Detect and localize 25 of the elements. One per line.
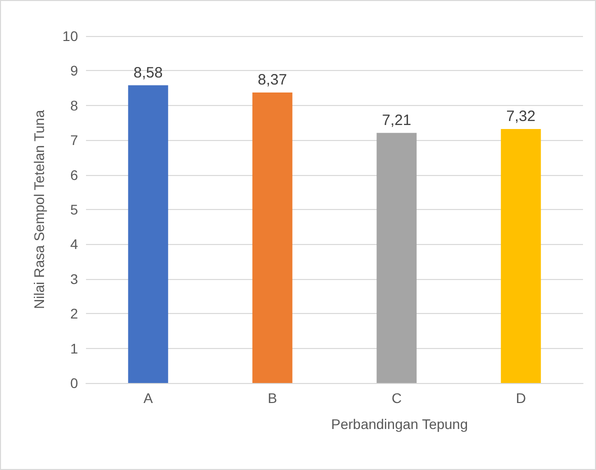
y-tick-label: 0 (70, 375, 78, 391)
y-tick-label: 6 (70, 166, 78, 183)
y-axis-title: Nilai Rasa Sempol Tetelan Tuna (31, 110, 47, 309)
y-tick-label: 5 (70, 202, 78, 218)
y-tick-label: 7 (70, 132, 78, 148)
x-tick-label: C (392, 390, 402, 406)
x-axis-title: Perbandingan Tepung (331, 416, 468, 432)
bar (128, 85, 168, 383)
data-label: 7,21 (382, 112, 412, 129)
bar (500, 128, 541, 383)
x-tick-label: A (143, 390, 154, 406)
y-tick-label: 4 (70, 236, 78, 252)
y-tick-label: 3 (70, 270, 78, 287)
y-tick-label: 9 (70, 62, 78, 79)
y-tick-label: 10 (62, 28, 78, 44)
y-tick-label: 8 (70, 97, 78, 114)
bar (376, 132, 417, 383)
data-label: 8,37 (258, 72, 287, 89)
data-label: 8,58 (134, 64, 163, 82)
y-tick-label: 1 (70, 340, 78, 356)
y-tick-label: 2 (70, 306, 78, 322)
x-tick-label: D (516, 390, 526, 406)
x-tick-label: B (268, 390, 278, 406)
bar (252, 92, 292, 383)
data-label: 7,32 (506, 108, 536, 125)
